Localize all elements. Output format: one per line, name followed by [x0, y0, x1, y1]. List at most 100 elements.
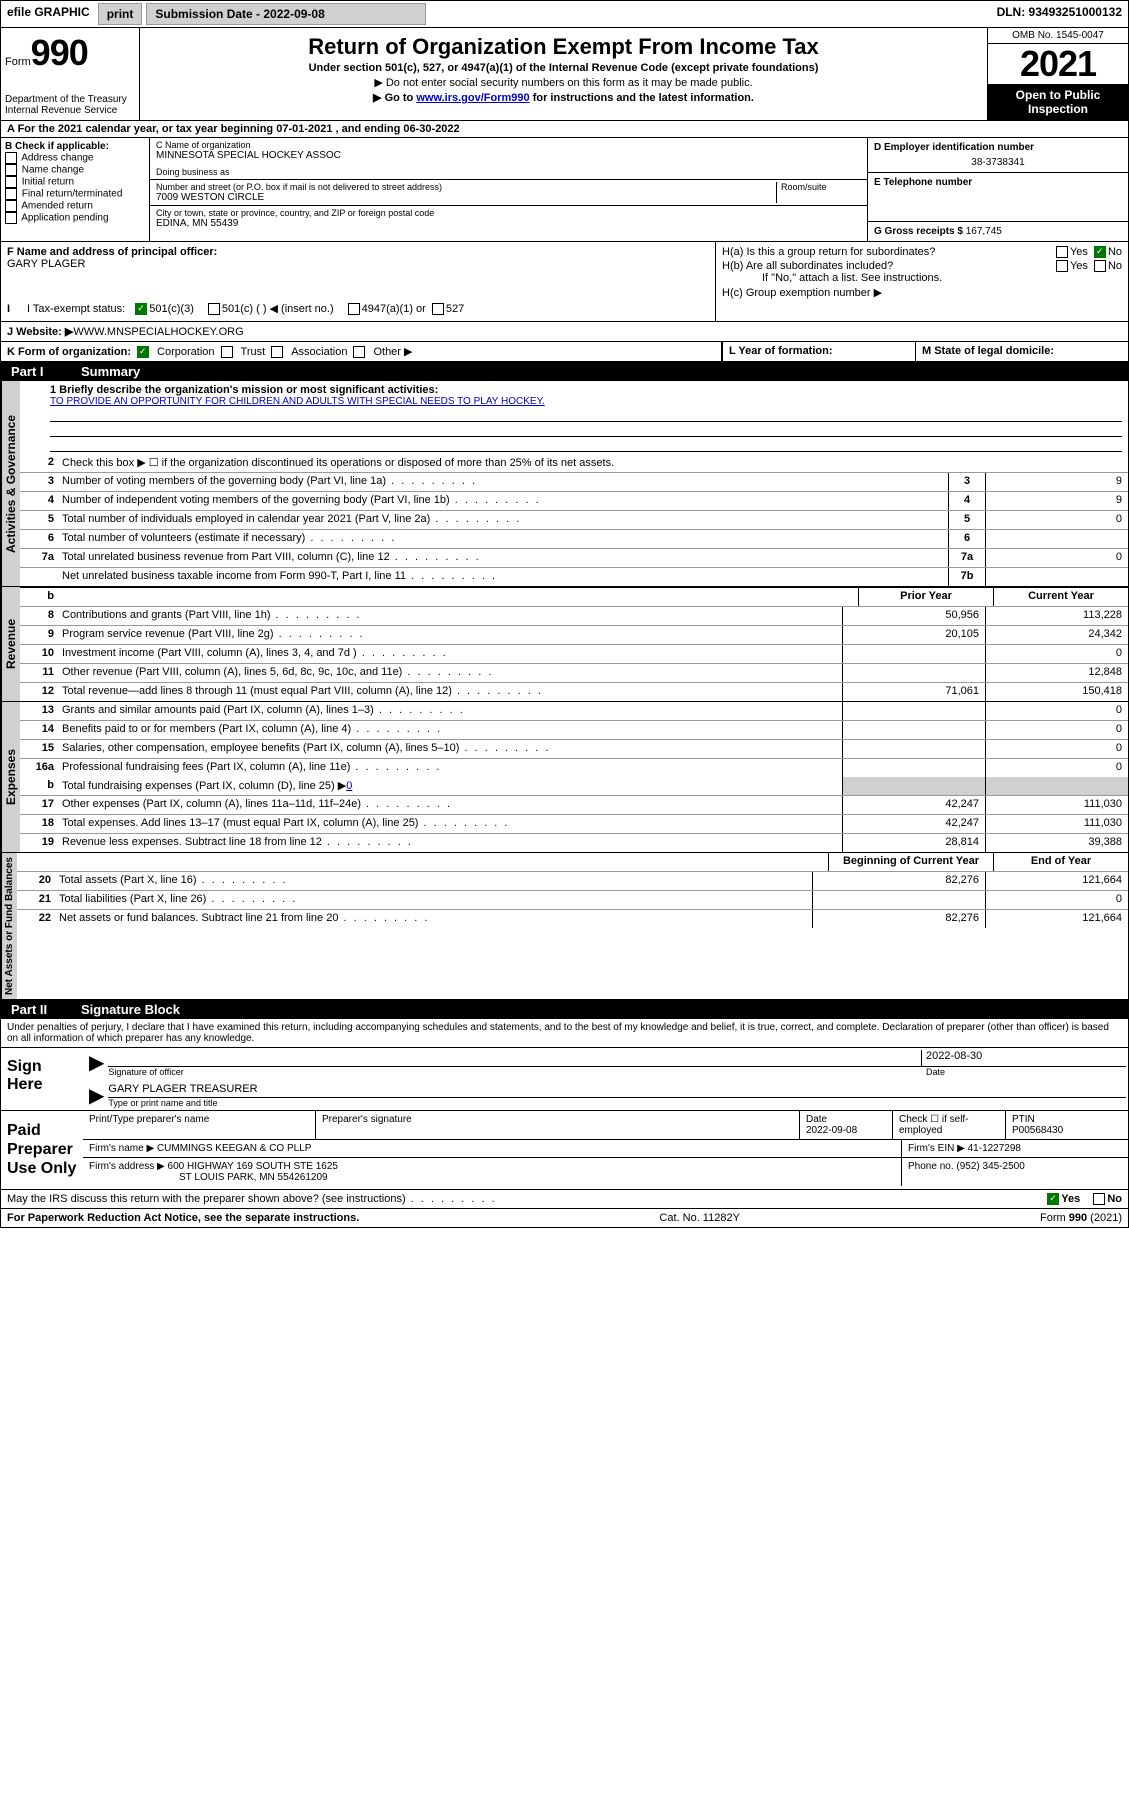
firm-addr-label: Firm's address ▶: [89, 1161, 165, 1172]
rev-spacer: [58, 588, 858, 606]
firm-ein: 41-1227298: [968, 1143, 1021, 1154]
expense-row: 18Total expenses. Add lines 13–17 (must …: [20, 815, 1128, 834]
chk-box-b[interactable]: [5, 152, 17, 164]
dba-label: Doing business as: [156, 167, 861, 177]
opt-501c: 501(c) ( ) ◀ (insert no.): [222, 302, 334, 315]
chk-corp[interactable]: [137, 346, 149, 358]
hb-yes: Yes: [1070, 260, 1088, 272]
opt-501c3: 501(c)(3): [149, 303, 194, 315]
arrow-icon: ▶: [85, 1050, 108, 1077]
expense-row: 19Revenue less expenses. Subtract line 1…: [20, 834, 1128, 852]
sig-officer-line: [108, 1050, 921, 1066]
box-c-name-label: C Name of organization: [156, 140, 861, 150]
discuss-text: May the IRS discuss this return with the…: [7, 1193, 497, 1205]
sig-name: GARY PLAGER TREASURER: [108, 1083, 1126, 1098]
officer-name: GARY PLAGER: [7, 258, 709, 270]
chk-hb-no[interactable]: [1094, 260, 1106, 272]
dept-treasury: Department of the Treasury: [5, 94, 135, 105]
paid-preparer-section: Paid Preparer Use Only Print/Type prepar…: [1, 1111, 1128, 1190]
part-1-header: Part I Summary: [1, 362, 1128, 381]
street-label: Number and street (or P.O. box if mail i…: [156, 182, 776, 192]
box-d-e-g: D Employer identification number 38-3738…: [867, 138, 1128, 241]
chk-discuss-yes[interactable]: [1047, 1193, 1059, 1205]
sig-date-label: Date: [926, 1067, 1126, 1077]
chk-501c[interactable]: [208, 303, 220, 315]
form-word: Form: [5, 56, 31, 68]
governance-row: 3Number of voting members of the governi…: [20, 473, 1128, 492]
h-a-label: H(a) Is this a group return for subordin…: [722, 246, 1056, 258]
opt-assoc: Association: [291, 346, 347, 358]
ha-no: No: [1108, 246, 1122, 258]
prep-name-header: Print/Type preparer's name: [83, 1111, 316, 1139]
box-b-option: Amended return: [5, 200, 145, 212]
mission-text: TO PROVIDE AN OPPORTUNITY FOR CHILDREN A…: [50, 396, 1122, 407]
chk-box-b[interactable]: [5, 164, 17, 176]
chk-discuss-no[interactable]: [1093, 1193, 1105, 1205]
chk-assoc[interactable]: [271, 346, 283, 358]
subtitle-3: ▶ Go to www.irs.gov/Form990 for instruct…: [148, 91, 979, 104]
chk-box-b[interactable]: [5, 188, 17, 200]
netassets-row: 20Total assets (Part X, line 16)82,27612…: [17, 872, 1128, 891]
revenue-row: 9Program service revenue (Part VIII, lin…: [20, 626, 1128, 645]
opt-other: Other ▶: [373, 345, 412, 358]
declaration-text: Under penalties of perjury, I declare th…: [1, 1019, 1128, 1048]
firm-ein-label: Firm's EIN ▶: [908, 1143, 965, 1154]
expense-row: 13Grants and similar amounts paid (Part …: [20, 702, 1128, 721]
firm-phone: (952) 345-2500: [956, 1161, 1024, 1172]
chk-trust[interactable]: [221, 346, 233, 358]
chk-other[interactable]: [353, 346, 365, 358]
ein-value: 38-3738341: [874, 153, 1122, 168]
period-mid: , and ending: [336, 123, 404, 135]
chk-box-b[interactable]: [5, 176, 17, 188]
topbar-spacer: [428, 1, 990, 27]
period-end: 06-30-2022: [403, 123, 459, 135]
part-2-title: Signature Block: [81, 1002, 180, 1017]
revenue-section: Revenue b Prior Year Current Year 8Contr…: [1, 587, 1128, 702]
box-b-option: Initial return: [5, 176, 145, 188]
firm-phone-label: Phone no.: [908, 1161, 954, 1172]
line-16b-curr: [985, 777, 1128, 795]
netassets-row: 21Total liabilities (Part X, line 26)0: [17, 891, 1128, 910]
discuss-no: No: [1107, 1193, 1122, 1205]
chk-hb-yes[interactable]: [1056, 260, 1068, 272]
sub3-suffix: for instructions and the latest informat…: [530, 92, 754, 104]
governance-section: Activities & Governance 1 Briefly descri…: [1, 381, 1128, 587]
header-right: OMB No. 1545-0047 2021 Open to Public In…: [987, 28, 1128, 120]
chk-box-b[interactable]: [5, 212, 17, 224]
firm-addr-1: 600 HIGHWAY 169 SOUTH STE 1625: [168, 1161, 338, 1172]
chk-501c3[interactable]: [135, 303, 147, 315]
chk-ha-yes[interactable]: [1056, 246, 1068, 258]
tax-period-line: A For the 2021 calendar year, or tax yea…: [1, 121, 1128, 138]
chk-527[interactable]: [432, 303, 444, 315]
prior-year-header: Prior Year: [858, 588, 993, 606]
opt-527: 527: [446, 303, 464, 315]
cat-number: Cat. No. 11282Y: [659, 1212, 740, 1224]
box-c: C Name of organization MINNESOTA SPECIAL…: [150, 138, 867, 241]
firm-addr-2: ST LOUIS PARK, MN 554261209: [89, 1172, 895, 1183]
line-16b-text: Total fundraising expenses (Part IX, col…: [58, 777, 842, 795]
gross-value: 167,745: [966, 226, 1002, 237]
dln-label: DLN: 93493251000132: [991, 1, 1128, 27]
subtitle-2: ▶ Do not enter social security numbers o…: [148, 76, 979, 89]
irs-link[interactable]: www.irs.gov/Form990: [416, 92, 529, 104]
form-ref: Form 990 (2021): [1040, 1212, 1122, 1224]
line-2-num: 2: [20, 454, 58, 472]
line-1-label: 1 Briefly describe the organization's mi…: [50, 384, 1122, 396]
box-j: J Website: ▶ WWW.MNSPECIALHOCKEY.ORG: [1, 322, 1128, 342]
page-footer: For Paperwork Reduction Act Notice, see …: [1, 1209, 1128, 1227]
tax-status-label: I Tax-exempt status:: [27, 303, 125, 315]
governance-label: Activities & Governance: [1, 381, 20, 586]
sign-section: Sign Here ▶ 2022-08-30 Signature of offi…: [1, 1048, 1128, 1111]
revenue-row: 12Total revenue—add lines 8 through 11 (…: [20, 683, 1128, 701]
chk-ha-no[interactable]: [1094, 246, 1106, 258]
chk-box-b[interactable]: [5, 200, 17, 212]
prep-date-value: 2022-09-08: [806, 1125, 886, 1136]
room-label: Room/suite: [781, 182, 861, 192]
submission-date-button[interactable]: Submission Date - 2022-09-08: [146, 3, 426, 25]
box-k-label: K Form of organization:: [7, 346, 131, 358]
chk-4947[interactable]: [348, 303, 360, 315]
print-button[interactable]: print: [98, 3, 143, 25]
irs-label: Internal Revenue Service: [5, 105, 135, 116]
paperwork-notice: For Paperwork Reduction Act Notice, see …: [7, 1212, 359, 1224]
begin-year-header: Beginning of Current Year: [828, 853, 993, 871]
